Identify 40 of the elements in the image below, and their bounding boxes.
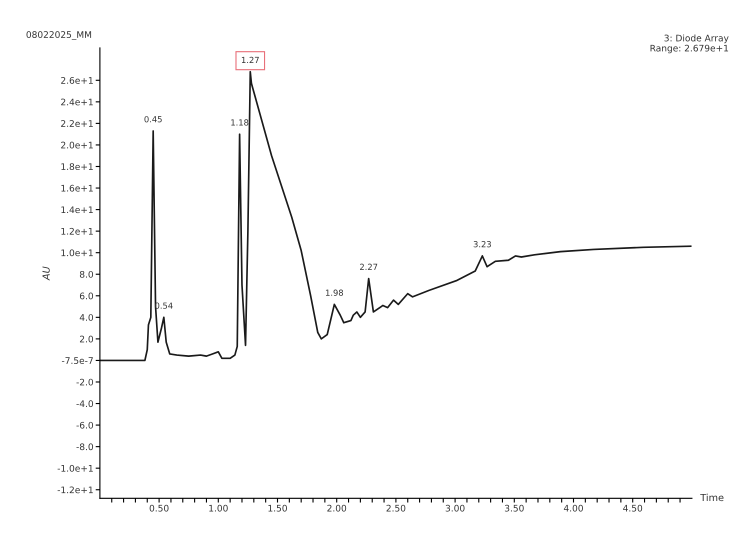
y-tick-label: 1.2e+1 — [61, 228, 93, 235]
y-tick-label: -7.5e-7 — [62, 357, 93, 364]
x-axis-title: Time — [700, 494, 724, 502]
y-tick-label: 1.4e+1 — [61, 206, 93, 214]
annotation: 1.27 — [242, 56, 259, 63]
y-tick-label: 2.0e+1 — [61, 142, 93, 148]
y-tick-label: 4.0 — [80, 314, 94, 321]
annotation: 0.45 — [144, 116, 162, 122]
y-tick-label: -8.0 — [76, 443, 94, 450]
y-tick-label: 2.2e+1 — [61, 120, 93, 127]
y-tick-label: 2.4e+1 — [61, 98, 93, 106]
y-axis-title: AU — [42, 266, 50, 281]
x-tick-label: 4.00 — [564, 504, 583, 512]
x-tick-label: 2.00 — [327, 504, 346, 512]
y-tick-label: 2.0 — [80, 336, 94, 342]
x-tick-label: 1.50 — [268, 504, 287, 512]
annotation: 2.27 — [360, 264, 378, 270]
y-tick-label: -4.0 — [76, 400, 94, 408]
y-tick-label: 2.6e+1 — [61, 77, 93, 84]
annotation: 3: Diode Array Range: 2.679e+1 — [650, 34, 729, 54]
annotation: 1.98 — [326, 290, 344, 296]
annotation: 3.23 — [474, 241, 491, 248]
x-tick-label: 0.50 — [150, 504, 169, 512]
x-tick-label: 3.00 — [446, 504, 465, 512]
x-tick-label: 1.00 — [209, 504, 228, 512]
y-tick-label: 1.0e+1 — [61, 249, 93, 256]
annotation: 1.18 — [231, 119, 248, 126]
y-tick-label: -6.0 — [76, 422, 94, 429]
y-tick-label: 1.6e+1 — [61, 184, 93, 192]
x-tick-label: 3.50 — [504, 504, 524, 512]
y-tick-label: -1.2e+1 — [58, 486, 93, 494]
text: 08022025_MM — [26, 31, 92, 40]
y-tick-label: 1.8e+1 — [61, 163, 93, 170]
x-tick-label: 4.50 — [623, 504, 642, 512]
line-series — [100, 70, 692, 362]
y-tick-label: -2.0 — [76, 378, 94, 386]
y-tick-label: 8.0 — [80, 270, 94, 278]
x-tick-label: 2.50 — [386, 504, 406, 512]
y-tick-label: 6.0 — [80, 292, 94, 300]
y-tick-label: -1.0e+1 — [58, 464, 93, 472]
